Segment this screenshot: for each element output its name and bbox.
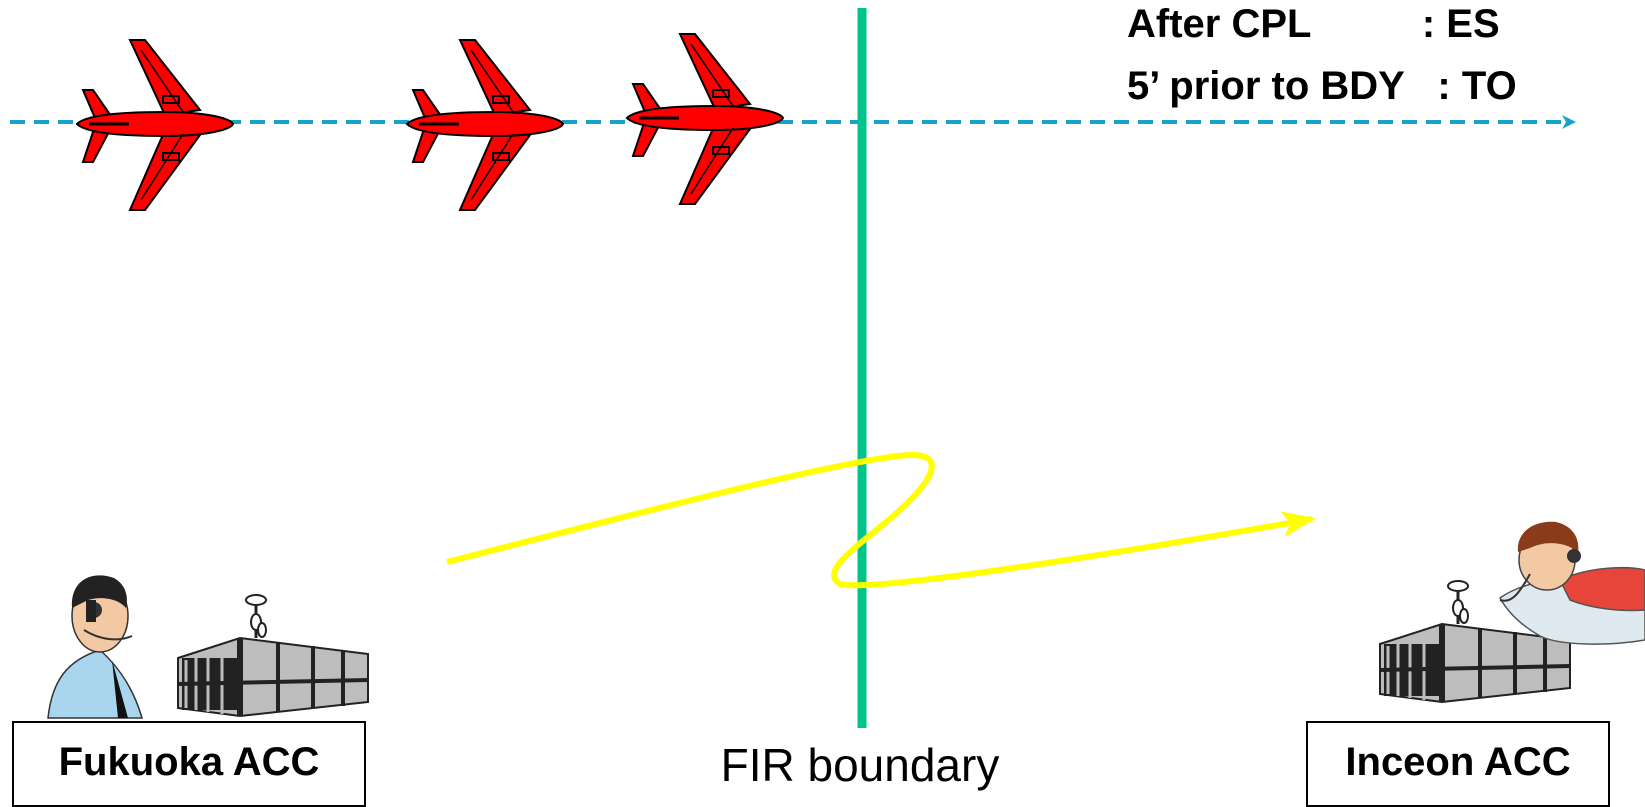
incheon-acc-label: Inceon ACC bbox=[1306, 721, 1610, 807]
air-traffic-controller-icon bbox=[1499, 521, 1645, 645]
fir-boundary-label: FIR boundary bbox=[720, 739, 1000, 791]
acc-building-icon bbox=[178, 595, 368, 716]
air-traffic-controller-icon bbox=[47, 575, 143, 719]
data-link-arrow bbox=[446, 451, 1316, 589]
airplane-icon bbox=[625, 32, 785, 206]
airplane-icon bbox=[75, 38, 235, 212]
note-after-cpl: After CPL : ES bbox=[1127, 2, 1500, 46]
note-prior-to-bdy: 5’ prior to BDY : TO bbox=[1127, 64, 1517, 108]
airplane-icon bbox=[405, 38, 565, 212]
fukuoka-acc-label: Fukuoka ACC bbox=[12, 721, 366, 807]
